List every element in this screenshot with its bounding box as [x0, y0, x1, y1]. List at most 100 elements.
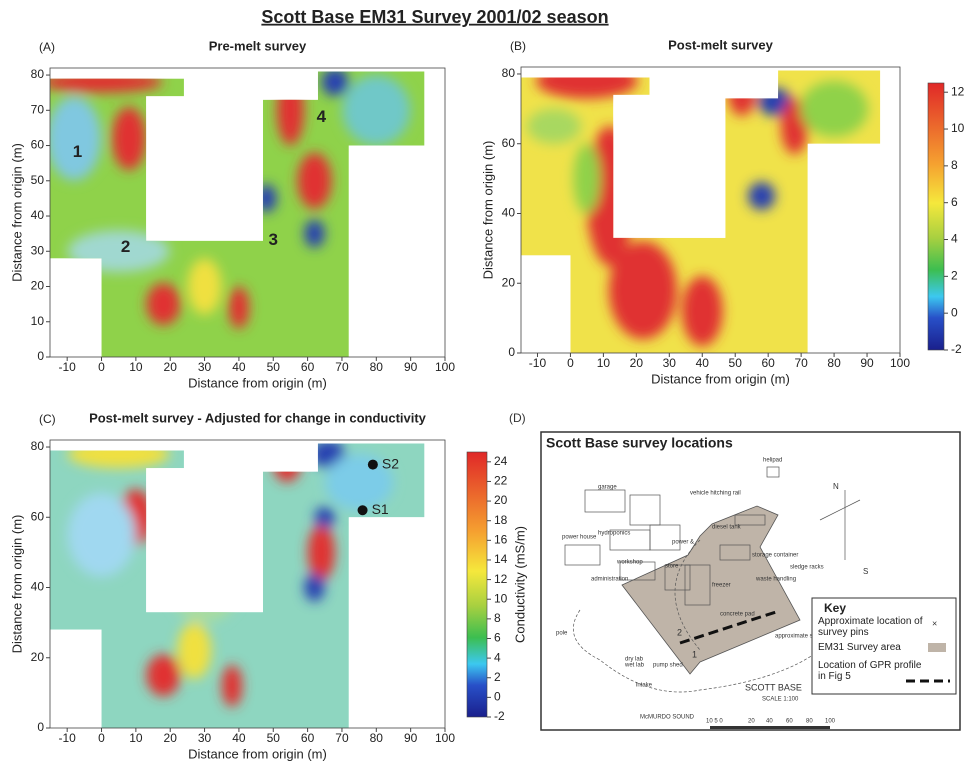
colorbar-tick-label: 0 — [951, 305, 958, 319]
x-tick-label: 60 — [301, 360, 315, 374]
heatmap-blob — [229, 287, 249, 329]
map-label: pump shed — [653, 663, 683, 669]
scale-tick: 40 — [766, 719, 773, 725]
pin-label: S2 — [382, 455, 399, 471]
map-label: N — [833, 482, 839, 491]
colorbar-tick-label: 18 — [494, 513, 508, 527]
heatmap-blob — [342, 75, 410, 145]
chart-title: Pre-melt survey — [209, 38, 307, 53]
y-axis-label: Distance from origin (m) — [480, 141, 495, 280]
x-tick-label: 40 — [232, 731, 246, 745]
colorbar-tick-label: 4 — [494, 650, 501, 664]
heatmap-blob — [536, 63, 638, 98]
x-tick-label: 50 — [267, 731, 281, 745]
map-label: garage — [598, 485, 617, 491]
map-label: wet lab — [624, 663, 645, 669]
colorbar-tick-label: 14 — [494, 552, 508, 566]
annotation: 1 — [73, 142, 82, 161]
annotation: 4 — [317, 107, 327, 126]
y-axis-label: Distance from origin (m) — [9, 515, 24, 654]
x-tick-label: 100 — [890, 356, 910, 370]
heatmap-blob — [188, 259, 222, 315]
pin-label: S1 — [372, 501, 389, 517]
heatmap — [50, 440, 424, 728]
annotation: 3 — [269, 230, 278, 249]
map-label: S — [863, 567, 868, 576]
map-label: workshop — [616, 560, 643, 566]
heatmap-blob — [68, 230, 170, 272]
y-tick-label: 20 — [31, 650, 45, 664]
heatmap-blob — [304, 220, 324, 248]
map-label: freezer — [712, 583, 731, 589]
heatmap-blob — [68, 440, 170, 468]
scale-tick: 20 — [748, 719, 755, 725]
y-tick-label: 80 — [31, 439, 45, 453]
x-tick-label: 80 — [827, 356, 841, 370]
x-tick-label: 40 — [696, 356, 710, 370]
sea-label: McMURDO SOUND — [640, 715, 695, 721]
colorbar-label: Conductivity (mS/m) — [512, 526, 527, 643]
x-axis-label: Distance from origin (m) — [188, 375, 327, 390]
scale-tick: 10 5 0 — [706, 719, 723, 725]
map-label: concrete pad — [720, 612, 755, 618]
colorbar-tick-label: 8 — [494, 611, 501, 625]
colorbar-tick-label: 6 — [951, 195, 958, 209]
y-tick-label: 60 — [502, 136, 516, 150]
map-label: 2 — [677, 627, 682, 637]
heatmap-blob — [800, 81, 868, 137]
key-title: Key — [824, 601, 846, 615]
colorbar-tick-label: 2 — [951, 269, 958, 283]
x-tick-label: 30 — [663, 356, 677, 370]
x-tick-label: 70 — [335, 360, 349, 374]
heatmap-blob — [308, 524, 335, 580]
x-tick-label: 0 — [98, 360, 105, 374]
map-label: diesel tank — [712, 525, 742, 531]
heatmap — [521, 63, 880, 353]
x-tick-label: 20 — [164, 360, 178, 374]
map-label: administration — [591, 577, 628, 583]
panel-label: (D) — [509, 411, 526, 425]
colorbar-tick-label: 12 — [951, 84, 965, 98]
x-tick-label: -10 — [529, 356, 547, 370]
chart-title: Post-melt survey — [668, 37, 774, 52]
x-tick-label: 10 — [129, 731, 143, 745]
x-axis-label: Distance from origin (m) — [188, 746, 327, 761]
colorbar-tick-label: 6 — [494, 631, 501, 645]
plot — [40, 68, 424, 357]
key-item: EM31 Survey area — [818, 642, 928, 653]
y-tick-label: 40 — [502, 206, 516, 220]
x-tick-label: 0 — [98, 731, 105, 745]
key-item: Location of GPR profile in Fig 5 — [818, 660, 928, 682]
colorbar-tick-label: 12 — [494, 572, 508, 586]
heatmap-blob — [47, 96, 101, 180]
x-tick-label: 20 — [630, 356, 644, 370]
x-tick-label: 10 — [597, 356, 611, 370]
plot — [50, 440, 424, 728]
x-tick-label: 50 — [729, 356, 743, 370]
chart-title: Post-melt survey - Adjusted for change i… — [89, 410, 427, 425]
y-tick-label: 40 — [31, 580, 45, 594]
heatmap-blob — [177, 623, 211, 679]
plot — [521, 63, 880, 353]
scale-label: SCALE 1:100 — [762, 697, 799, 703]
heatmap-blob — [277, 75, 304, 145]
figure: Scott Base EM31 Survey 2001/02 season (D… — [0, 0, 968, 764]
heatmap-blob — [315, 507, 335, 528]
map-label: storage container — [752, 553, 798, 559]
colorbar-tick-label: 22 — [494, 474, 508, 488]
key-symbol — [928, 643, 946, 652]
x-tick-label: 30 — [198, 731, 212, 745]
x-tick-label: 70 — [335, 731, 349, 745]
x-tick-label: 50 — [267, 360, 281, 374]
panel-label: (A) — [39, 40, 55, 54]
y-axis-label: Distance from origin (m) — [9, 143, 24, 282]
colorbar-tick-label: 16 — [494, 533, 508, 547]
y-tick-label: 60 — [31, 138, 45, 152]
scale-tick: 60 — [786, 719, 793, 725]
map-label: hydroponics — [598, 531, 630, 537]
heatmap-blob — [256, 184, 276, 212]
x-tick-label: -10 — [59, 731, 77, 745]
heatmap-blob — [297, 153, 331, 209]
y-tick-label: 80 — [502, 66, 516, 80]
y-tick-label: 20 — [31, 279, 45, 293]
